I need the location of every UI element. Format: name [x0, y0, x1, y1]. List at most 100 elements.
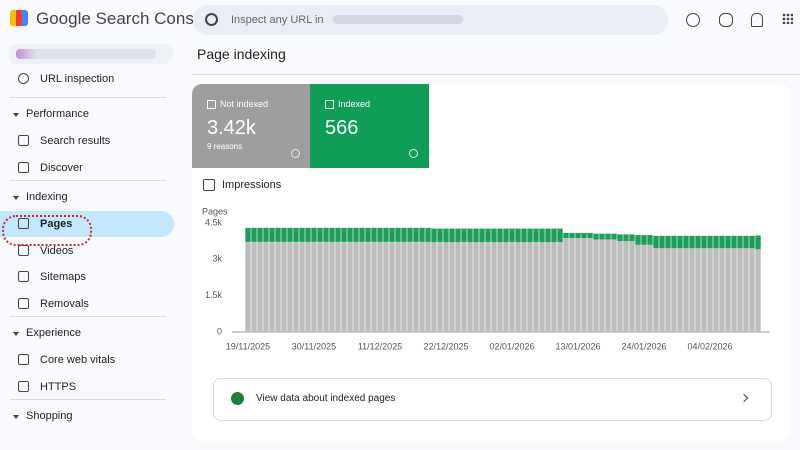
section-title[interactable]: Performance	[26, 108, 89, 120]
bell-button[interactable]	[751, 13, 763, 27]
bar-segment	[557, 228, 563, 243]
bar-segment	[599, 239, 605, 332]
bar-segment	[749, 248, 755, 332]
bar-segment	[425, 227, 431, 242]
nav-item[interactable]: HTTPS	[40, 380, 77, 393]
indexed-card[interactable]: Indexed 566	[310, 84, 429, 168]
bar-segment	[317, 241, 323, 332]
bar-segment	[629, 241, 635, 332]
nav-item[interactable]: URL inspection	[40, 73, 115, 85]
bar-segment	[335, 241, 341, 332]
bar-segment	[251, 241, 257, 332]
bar-segment	[551, 242, 557, 332]
bar-segment	[413, 241, 419, 332]
bar-segment	[563, 232, 569, 239]
nav-item[interactable]: Discover	[40, 161, 83, 174]
checkbox	[207, 100, 216, 109]
bar-segment	[725, 248, 731, 332]
bar-segment	[455, 242, 461, 332]
bar-segment	[647, 235, 653, 245]
caret	[13, 332, 19, 336]
nav-item[interactable]: Pages	[40, 218, 73, 230]
section-title[interactable]: Shopping	[26, 410, 73, 422]
bar-segment	[419, 241, 425, 332]
bar-segment	[479, 242, 485, 332]
section-title[interactable]: Experience	[26, 327, 82, 339]
nav-item[interactable]: Sitemaps	[40, 271, 86, 283]
icon	[18, 73, 29, 84]
bar-segment	[737, 248, 743, 332]
bar-segment	[281, 227, 287, 242]
link-card[interactable]: View data about indexed pages	[213, 378, 772, 421]
bar-segment	[599, 233, 605, 240]
section-title[interactable]: Indexing	[26, 191, 68, 203]
bar-segment	[629, 234, 635, 242]
nav-item[interactable]: Core web vitals	[40, 354, 116, 366]
divider	[10, 180, 166, 181]
divider	[10, 316, 166, 317]
nav-item[interactable]: Videos	[40, 244, 74, 257]
bar-segment	[755, 249, 761, 332]
bar-segment	[461, 228, 467, 243]
bar-segment	[635, 244, 641, 332]
y-tick-label: 0	[217, 326, 222, 336]
bar-segment	[581, 232, 587, 239]
bar-segment	[371, 241, 377, 332]
bar-segment	[641, 235, 647, 245]
bar-segment	[287, 227, 293, 242]
bar-segment	[443, 228, 449, 243]
info-icon[interactable]	[291, 149, 300, 158]
bar-segment	[323, 227, 329, 242]
highlight-annotation	[2, 215, 92, 246]
bar-segment	[521, 228, 527, 243]
caret	[13, 113, 19, 117]
info-icon[interactable]	[409, 149, 418, 158]
logo	[10, 10, 28, 26]
bar-segment	[647, 244, 653, 332]
bar-segment	[353, 241, 359, 332]
bar-segment	[719, 248, 725, 332]
bar-segment	[611, 233, 617, 240]
bar-segment	[437, 242, 443, 332]
bar-segment	[275, 227, 281, 242]
bar-segment	[479, 228, 485, 243]
bar-segment	[491, 242, 497, 332]
card-value: 3.42k	[207, 117, 256, 139]
bar-segment	[341, 227, 347, 242]
link-text: View data about indexed pages	[256, 393, 396, 404]
bar-segment	[665, 248, 671, 332]
users-button[interactable]	[719, 13, 733, 27]
bar-segment	[257, 241, 263, 332]
caret	[13, 196, 19, 200]
bar-segment	[689, 248, 695, 332]
bar-segment	[359, 241, 365, 332]
search-box[interactable]: Inspect any URL in	[193, 5, 668, 35]
bar-segment	[503, 242, 509, 332]
property-selector[interactable]	[8, 44, 173, 64]
bar-segment	[527, 228, 533, 243]
blurred-property	[333, 15, 463, 24]
impressions-checkbox[interactable]	[203, 179, 215, 191]
bar-segment	[467, 242, 473, 332]
bar-segment	[515, 228, 521, 243]
apps-button[interactable]	[782, 13, 793, 24]
nav-item[interactable]: Removals	[40, 297, 89, 310]
bar-segment	[263, 227, 269, 242]
bar-segment	[743, 235, 749, 249]
not-indexed-card[interactable]: Not indexed 3.42k 9 reasons	[192, 84, 310, 168]
divider	[10, 97, 166, 98]
bar-segment	[641, 244, 647, 332]
bar-segment	[545, 228, 551, 243]
bar-segment	[269, 227, 275, 242]
nav-item[interactable]: Search results	[40, 135, 111, 147]
bar-segment	[731, 235, 737, 249]
bar-segment	[305, 227, 311, 242]
bar-segment	[407, 227, 413, 242]
header-divider	[192, 74, 800, 75]
bar-segment	[341, 241, 347, 332]
app-name: Google Search Console	[36, 9, 217, 28]
help-button[interactable]	[686, 13, 700, 27]
search-icon	[205, 13, 218, 26]
bar-segment	[575, 232, 581, 239]
x-tick-label: 24/01/2026	[621, 341, 666, 351]
